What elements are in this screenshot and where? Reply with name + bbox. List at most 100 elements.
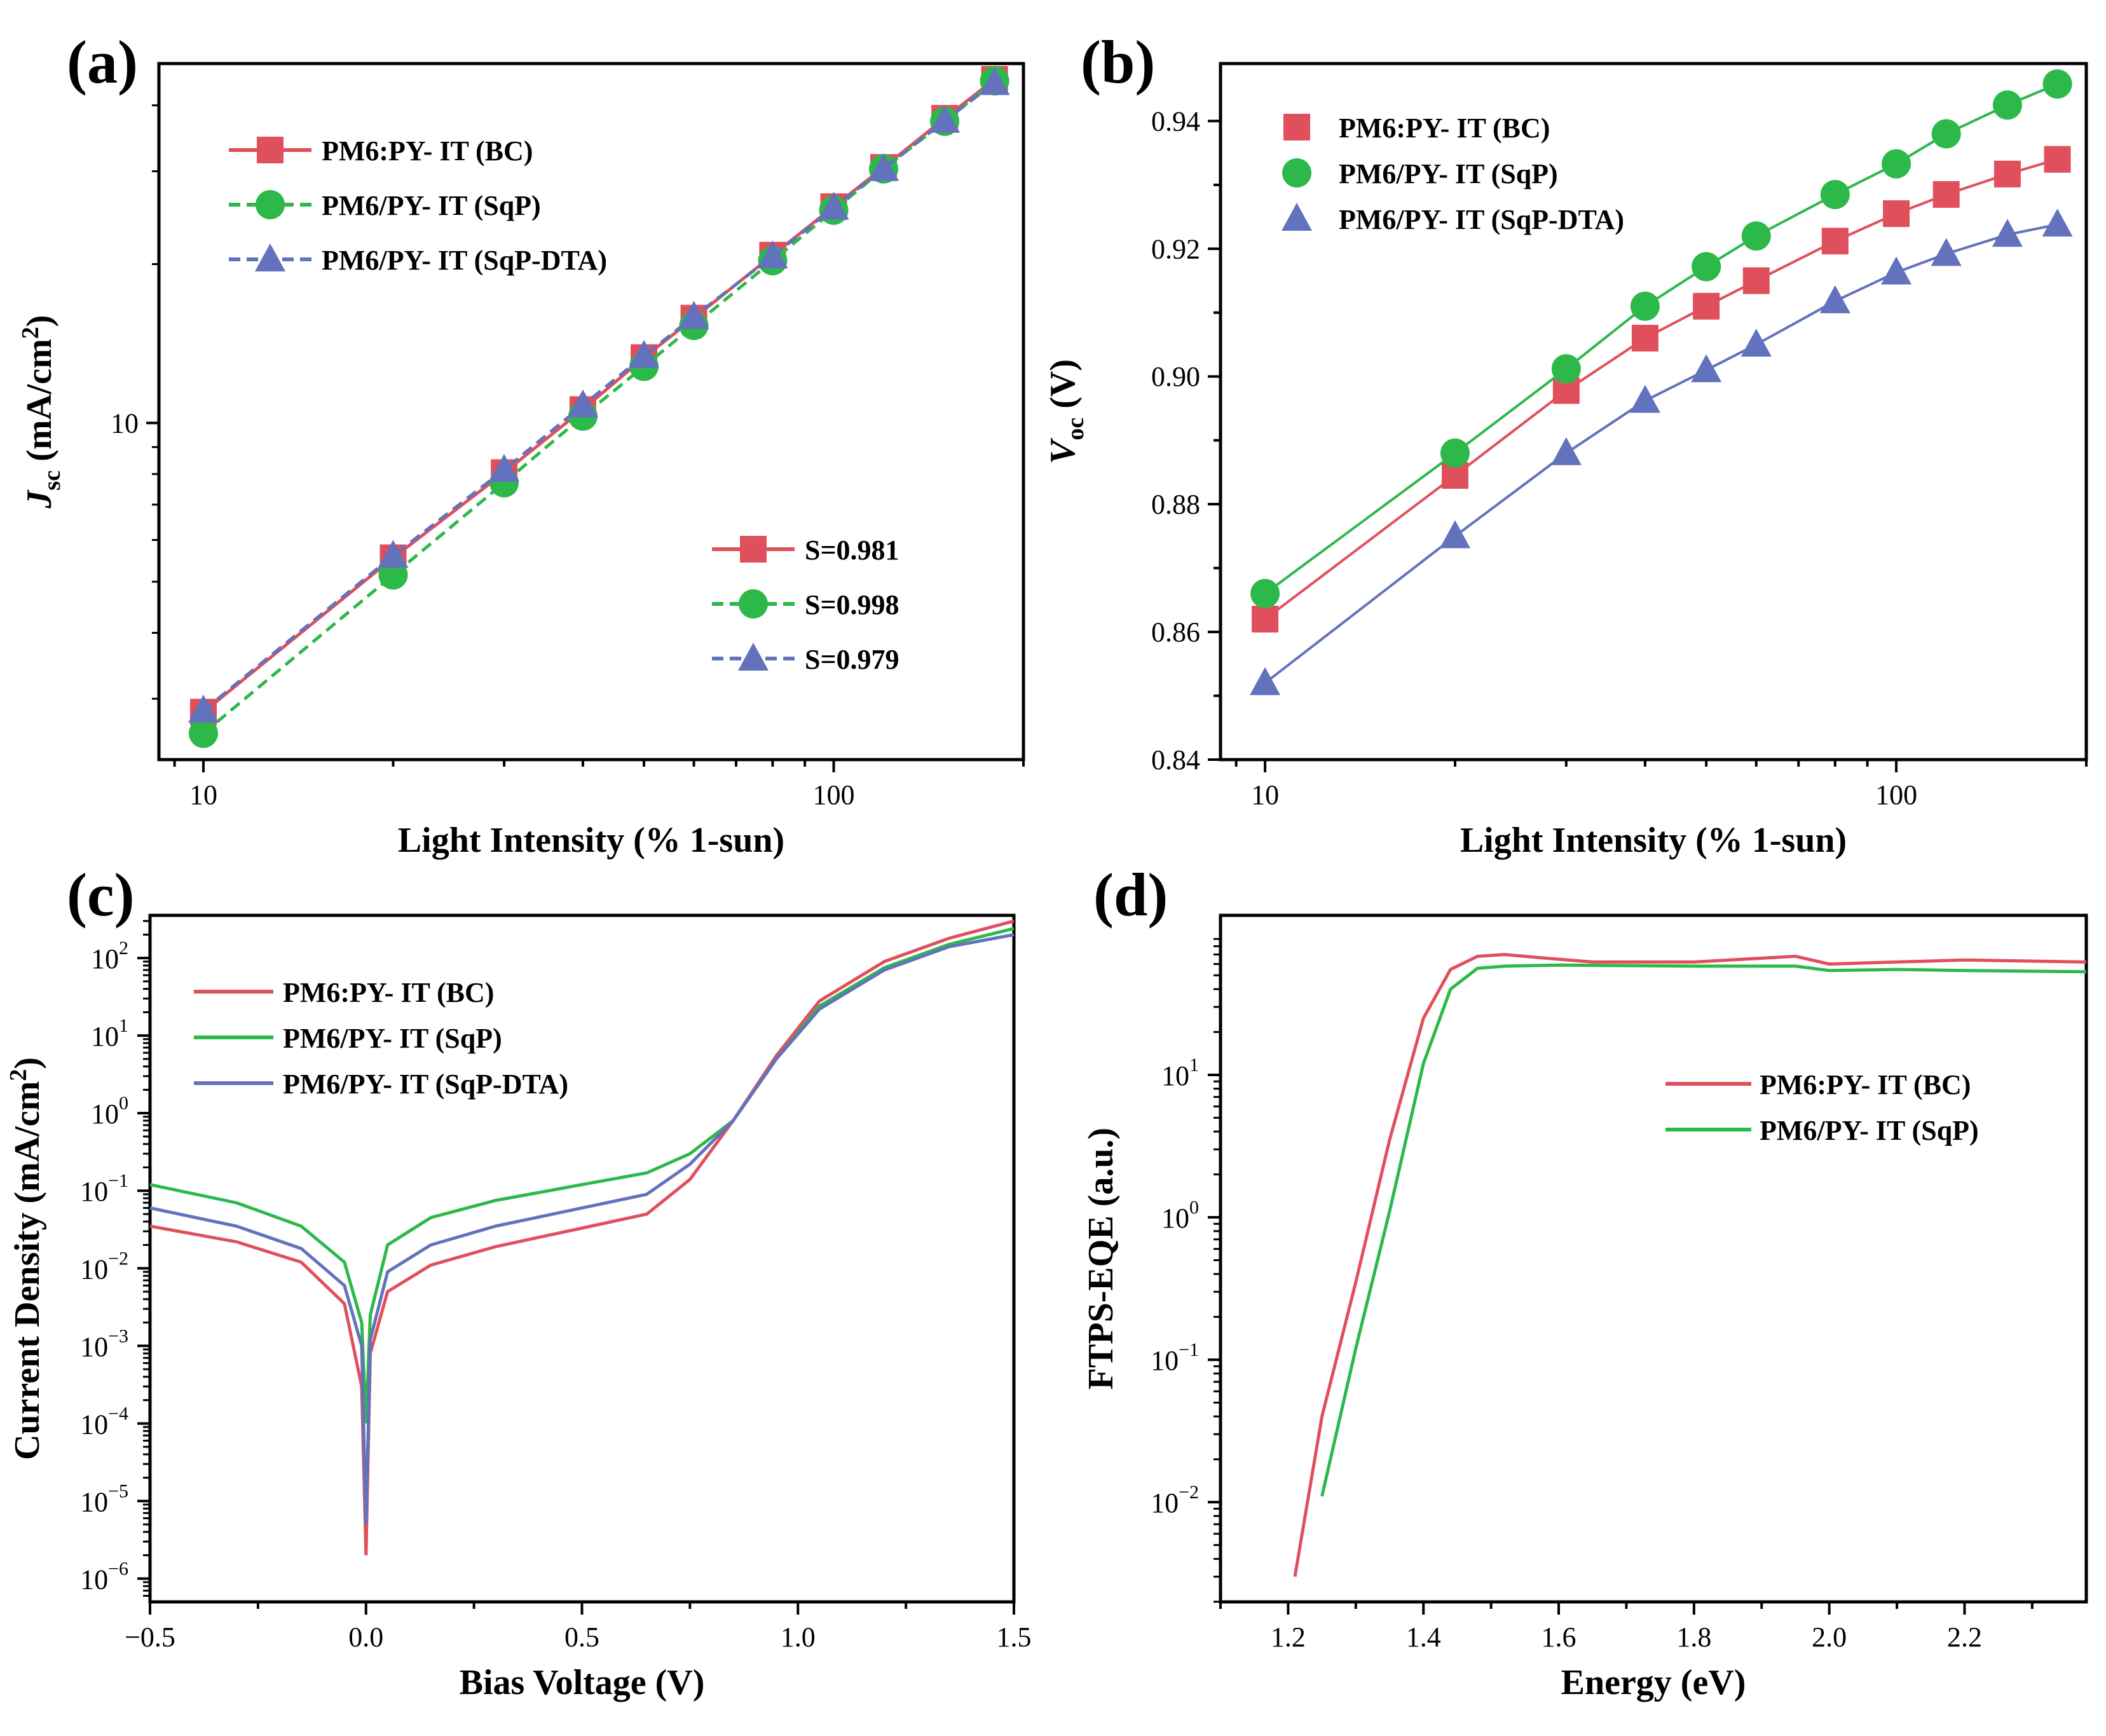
y-label-superscript: 2 [5, 1069, 32, 1081]
y-label-text: ) [20, 315, 59, 327]
data-point [678, 301, 709, 329]
data-point [1882, 149, 1911, 179]
y-tick-label: 10−1 [80, 1170, 128, 1207]
x-axis-label: Energy (eV) [1561, 1663, 1746, 1702]
plot-frame [1219, 913, 2088, 1604]
y-label-subscript: oc [1062, 418, 1089, 441]
data-point [1692, 252, 1721, 282]
panel-label: (a) [67, 28, 138, 96]
y-tick-label: 0.86 [1151, 617, 1200, 648]
data-point [188, 694, 219, 723]
y-tick-exponent: 0 [119, 1093, 128, 1114]
data-point [1691, 354, 1722, 383]
y-tick-exponent: −4 [108, 1403, 128, 1424]
data-point [1741, 221, 1771, 251]
y-axis-label: FTPS-EQE (a.u.) [1081, 1128, 1121, 1390]
x-tick-label: 2.0 [1812, 1622, 1847, 1653]
data-point [929, 104, 961, 133]
data-point [1250, 667, 1281, 695]
y-tick-base: 10 [1151, 1345, 1179, 1376]
panel-label: (d) [1093, 861, 1168, 929]
data-point [1932, 181, 1960, 208]
x-tick-label: 1.6 [1542, 1622, 1576, 1653]
panel-c: (c)−0.5 0.0 0.5 1.0 1.510−610−510−410−310−21… [5, 861, 1032, 1702]
y-tick-base: 10 [91, 1021, 119, 1052]
x-tick-label: 1.5 [997, 1622, 1032, 1653]
data-point [489, 454, 520, 482]
x-tick-label: −0.5 [125, 1622, 175, 1653]
y-label-superscript: 2 [17, 327, 44, 339]
y-tick-base: 10 [80, 1254, 108, 1285]
slope-legend-marker [738, 643, 769, 671]
data-point [1992, 219, 2023, 247]
series-line [1320, 963, 2087, 1497]
data-point [979, 67, 1010, 95]
legend-text: PM6/PY- IT (SqP) [322, 190, 541, 221]
data-point [1631, 324, 1658, 352]
y-tick-label: 0.92 [1151, 233, 1200, 264]
legend-marker [1282, 203, 1312, 231]
y-label-text: ) [8, 1057, 47, 1069]
x-axis-label: Light Intensity (% 1-sun) [1460, 821, 1847, 860]
x-tick-label: 1.2 [1271, 1622, 1306, 1653]
data-point [1693, 292, 1720, 320]
y-tick-exponent: −5 [108, 1480, 128, 1501]
y-axis-label: Jsc (mA/cm2) [17, 315, 65, 509]
panel-a: (a) 10 100 10 Light Intensity (% 1-sun) Jsc (… [17, 28, 1025, 860]
y-tick-base: 10 [1161, 1203, 1189, 1234]
y-tick-exponent: −1 [1179, 1339, 1199, 1360]
slope-label: S=0.998 [805, 589, 899, 620]
data-point [868, 153, 899, 181]
series-triangle [1250, 208, 2073, 695]
data-point [757, 240, 788, 269]
legend-marker [256, 190, 285, 219]
data-point [1740, 329, 1772, 357]
y-tick-label: 10−1 [1151, 1339, 1199, 1376]
y-tick-label: 10−6 [80, 1558, 128, 1595]
y-tick-label: 10−5 [80, 1480, 128, 1517]
data-point [188, 718, 218, 748]
y-tick-exponent: −6 [108, 1558, 128, 1579]
y-tick-label: 10−2 [80, 1248, 128, 1285]
y-tick-base: 10 [1161, 1060, 1189, 1091]
y-axis-label: Current Density (mA/cm2) [5, 1057, 47, 1460]
data-point [1742, 267, 1770, 294]
y-tick-label: 0.88 [1151, 489, 1200, 520]
panel-b: (b) 10 100 0.84 0.86 0.88 0.90 0.92 0.94 Light In… [1043, 28, 2088, 860]
slope-label: S=0.979 [805, 644, 899, 675]
y-tick-label: 0.84 [1151, 744, 1200, 776]
data-point [1931, 238, 1962, 266]
y-label-symbol: V [1043, 437, 1083, 464]
legend-text: PM6/PY- IT (SqP) [283, 1023, 502, 1054]
data-point [378, 540, 409, 568]
data-point [1821, 228, 1849, 255]
data-point [629, 339, 660, 368]
y-label-subscript: sc [39, 470, 65, 491]
y-tick-base: 10 [80, 1486, 108, 1517]
data-point [1630, 291, 1660, 321]
y-tick-label: 101 [1161, 1055, 1199, 1091]
slope-legend-marker [739, 589, 768, 619]
y-tick-base: 10 [91, 943, 119, 974]
data-point [1250, 578, 1280, 608]
x-axis-label: Bias Voltage (V) [460, 1663, 705, 1702]
y-tick-exponent: 1 [119, 1015, 128, 1036]
y-label-text: (mA/cm [20, 339, 59, 470]
series-line [149, 933, 1015, 1525]
data-point [1931, 119, 1961, 149]
legend-marker [257, 137, 284, 163]
legend-marker [1283, 114, 1310, 140]
series-square [1252, 146, 2071, 632]
x-tick-label: 1.8 [1676, 1622, 1711, 1653]
y-tick-base: 10 [80, 1176, 108, 1207]
plot-frame [157, 62, 1025, 762]
y-tick-base: 10 [80, 1564, 108, 1595]
data-point [1993, 160, 2021, 188]
slope-label: S=0.981 [805, 535, 899, 566]
y-tick-exponent: −2 [1179, 1482, 1199, 1503]
data-point [1881, 256, 1912, 285]
panel-label: (b) [1081, 28, 1155, 96]
legend-text: PM6:PY- IT (BC) [322, 135, 533, 167]
slope-legend-marker [740, 536, 767, 563]
